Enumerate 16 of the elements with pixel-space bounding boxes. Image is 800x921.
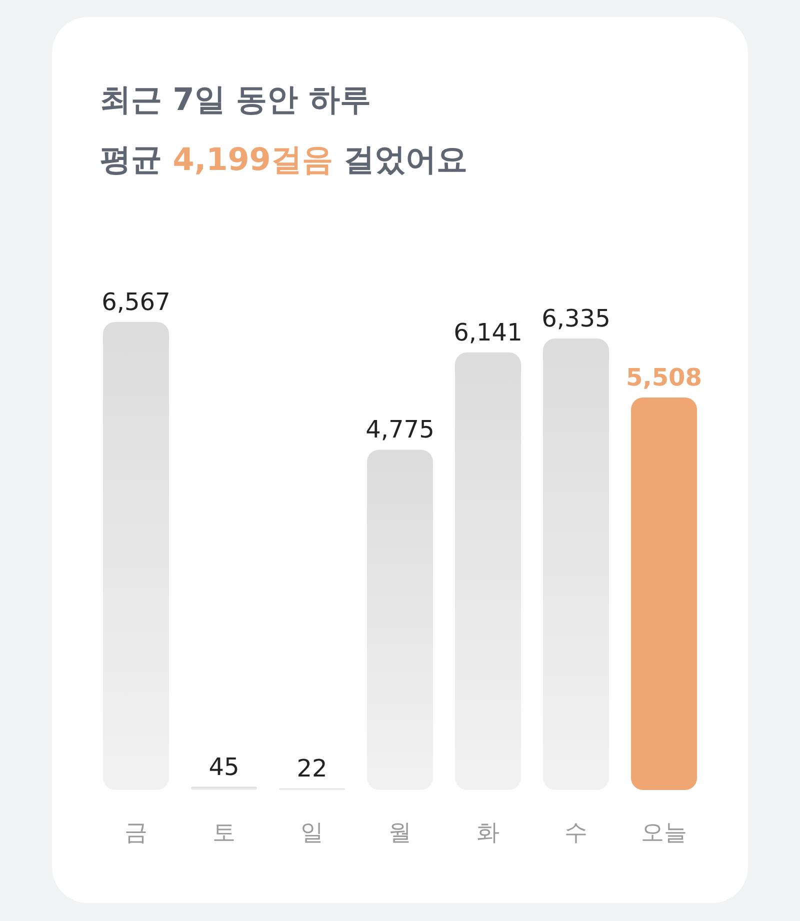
x-tick-label: 금 (124, 820, 148, 846)
chart-subtitle: 평균 4,199걸음 걸었어요 (100, 142, 468, 178)
x-tick-label: 일 (300, 820, 324, 846)
x-tick-label: 수 (564, 820, 588, 846)
data-label: 6,141 (454, 318, 522, 346)
x-tick-label: 토 (212, 820, 236, 846)
x-tick-label: 화 (476, 820, 500, 846)
data-label: 4,775 (366, 416, 434, 444)
data-label: 45 (208, 752, 240, 781)
data-label: 5,508 (626, 363, 702, 392)
chart-title: 최근 7일 동안 하루 (100, 82, 371, 118)
x-tick-label: 오늘 (641, 820, 687, 846)
x-tick-label: 월 (388, 820, 412, 846)
data-label: 22 (296, 754, 328, 782)
data-label: 6,335 (542, 304, 610, 333)
data-label: 6,567 (102, 288, 170, 316)
